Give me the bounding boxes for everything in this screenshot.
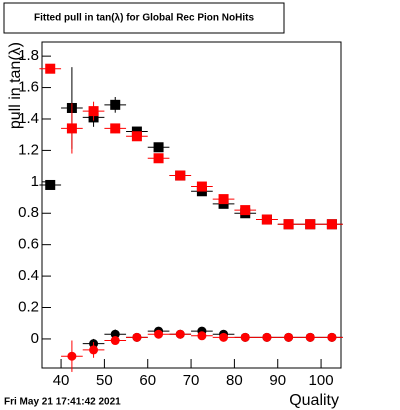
x-tick-label: 60 (139, 372, 156, 389)
y-tick-label: 1 (31, 173, 39, 190)
marker (219, 332, 229, 342)
y-tick-label: 0.2 (18, 298, 39, 315)
x-axis-title: Quality (289, 392, 339, 409)
marker (88, 106, 99, 117)
x-tick-label: 100 (309, 372, 334, 389)
marker (131, 131, 142, 142)
title-box (3, 2, 285, 34)
marker (218, 194, 229, 205)
marker (175, 329, 185, 339)
marker (326, 219, 337, 230)
marker (196, 181, 207, 192)
x-tick-label: 70 (183, 372, 200, 389)
marker (261, 214, 272, 225)
marker (66, 123, 77, 134)
x-tick-label: 50 (96, 372, 113, 389)
marker (305, 219, 316, 230)
y-tick-label: 1.8 (18, 47, 39, 64)
marker (132, 332, 142, 342)
marker (110, 329, 120, 339)
chart-title: Fitted pull in tan(λ) for Global Rec Pio… (34, 13, 254, 24)
y-tick-label: 0.8 (18, 204, 39, 221)
marker (240, 332, 250, 342)
y-tick-label: 1.2 (18, 141, 39, 158)
marker (262, 332, 272, 342)
marker (110, 99, 121, 110)
marker (45, 63, 56, 74)
x-tick-label: 80 (226, 372, 243, 389)
marker (240, 205, 251, 216)
x-tick-label: 40 (53, 372, 70, 389)
marker (110, 336, 120, 346)
y-tick-label: 0.6 (18, 236, 39, 253)
marker (154, 329, 164, 339)
y-axis-title: pull in tan(λ) (7, 42, 24, 129)
plot-frame (41, 41, 342, 369)
marker (110, 123, 121, 134)
marker (153, 153, 164, 164)
marker (67, 351, 77, 361)
x-tick-label: 90 (269, 372, 286, 389)
y-tick-label: 0.4 (18, 267, 39, 284)
footer: Fri May 21 17:41:42 2021 (4, 397, 121, 408)
marker (153, 142, 164, 153)
marker (327, 332, 337, 342)
marker (284, 332, 294, 342)
y-tick-label: 1.6 (18, 79, 39, 96)
marker (89, 345, 99, 355)
marker (283, 219, 294, 230)
marker (175, 170, 186, 181)
marker (305, 332, 315, 342)
y-tick-label: 1.4 (18, 110, 39, 127)
marker (197, 331, 207, 341)
y-tick-label: 0 (31, 330, 39, 347)
marker (45, 179, 56, 190)
